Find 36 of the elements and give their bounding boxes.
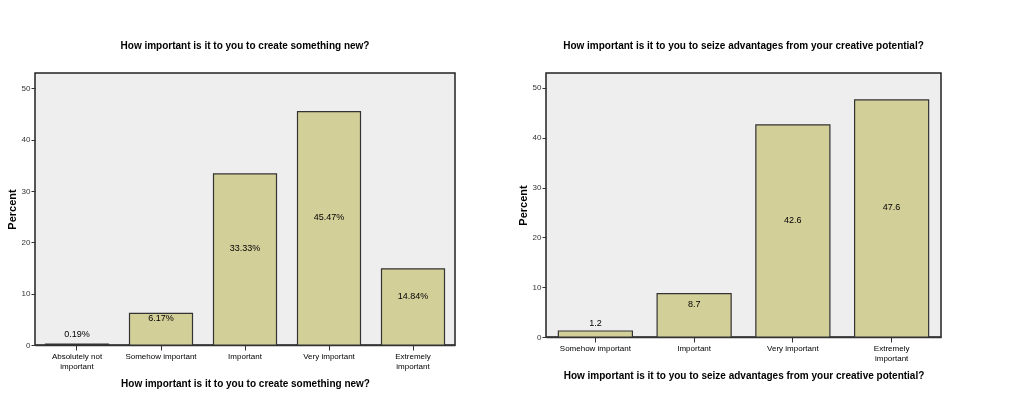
data-label: 1.2	[589, 318, 602, 329]
y-tick-label: 0	[26, 340, 32, 350]
y-tick-label: 0	[537, 332, 543, 342]
data-label: 8.7	[687, 299, 701, 310]
data-label: 47.6	[882, 202, 901, 213]
data-label: 6.17%	[148, 313, 174, 324]
data-label: 33.33%	[229, 243, 261, 254]
data-label: 14.84%	[397, 290, 429, 301]
y-tick-label: 50	[532, 83, 543, 93]
chart-title: How important is it to you to create something new?	[120, 40, 370, 51]
x-tick-label: Extremely important	[873, 343, 910, 363]
y-axis-title: Percent	[5, 188, 18, 230]
x-tick-label: Important	[677, 343, 712, 353]
data-label: 42.6	[784, 214, 802, 225]
data-label: 0.19%	[64, 328, 90, 339]
y-tick-label: 10	[532, 282, 543, 292]
y-tick-label: 30	[21, 186, 32, 196]
x-axis-title: How important is it to you to seize advantages from your creative potential?	[563, 369, 925, 381]
y-tick-label: 40	[21, 135, 32, 145]
x-tick-label: Important	[228, 351, 263, 361]
x-tick-label: Extremely important	[395, 351, 431, 371]
x-tick-label: Somehow important	[125, 351, 198, 361]
y-axis-title: Percent	[516, 184, 529, 226]
x-tick-label: Very important	[303, 351, 356, 361]
y-tick-label: 30	[532, 183, 543, 193]
x-tick-label: Absolutely not important	[51, 351, 103, 371]
y-tick-label: 20	[532, 232, 543, 242]
y-tick-label: 50	[21, 83, 32, 93]
x-axis-title: How important is it to you to create something new?	[121, 377, 370, 389]
chart-title: How important is it to you to seize advantages from your creative potential?	[563, 40, 924, 51]
x-tick-label: Somehow important	[559, 343, 632, 353]
y-tick-label: 20	[21, 237, 32, 247]
y-tick-label: 10	[21, 289, 32, 299]
data-label: 45.47%	[313, 212, 345, 223]
x-tick-label: Very important	[767, 343, 820, 353]
y-tick-label: 40	[532, 133, 543, 143]
